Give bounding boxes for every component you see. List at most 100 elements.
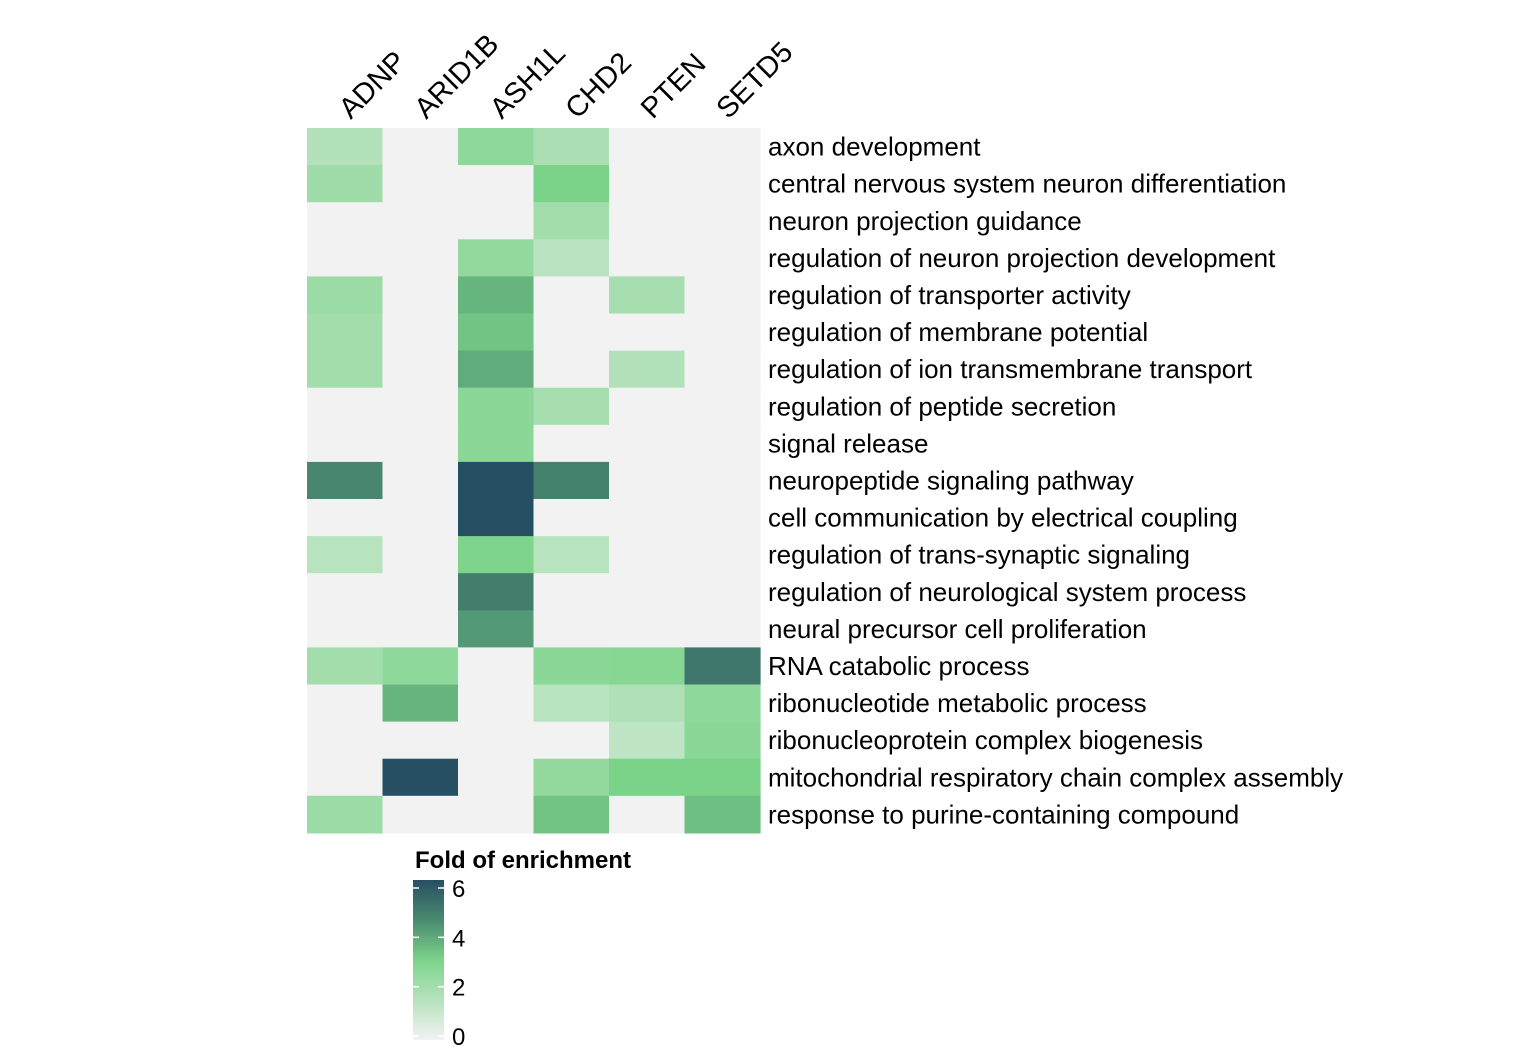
heatmap-cell <box>533 313 610 352</box>
heatmap-cell <box>684 721 761 760</box>
heatmap-cell <box>307 536 384 574</box>
heatmap-cell <box>533 684 610 723</box>
heatmap-cell <box>458 573 535 611</box>
heatmap-cell <box>684 239 761 277</box>
colorbar-gradient <box>413 880 444 1040</box>
heatmap-cell <box>609 721 686 760</box>
colorbar-tick-label: 6 <box>452 876 465 903</box>
heatmap-cell <box>382 350 459 389</box>
row-label: neural precursor cell proliferation <box>768 614 1147 644</box>
heatmap-cell <box>458 424 535 463</box>
heatmap-cell <box>684 128 761 166</box>
heatmap-cell <box>458 461 535 500</box>
heatmap-cell <box>307 758 384 797</box>
colorbar-legend: Fold of enrichment 0 2 4 6 <box>413 847 631 1051</box>
heatmap-cell <box>533 647 610 686</box>
heatmap-cell <box>609 239 686 277</box>
column-label: CHD2 <box>560 46 638 124</box>
heatmap-cell <box>533 721 610 760</box>
heatmap-cell <box>307 239 384 277</box>
heatmap-cell <box>307 276 384 315</box>
column-label: PTEN <box>635 48 712 125</box>
heatmap-cell <box>307 313 384 352</box>
row-label: regulation of neurological system proces… <box>768 577 1246 607</box>
heatmap-cell <box>609 536 686 574</box>
heatmap-cell <box>458 721 535 760</box>
heatmap-cell <box>609 461 686 500</box>
heatmap-cell <box>307 721 384 760</box>
heatmap-cell <box>382 610 459 648</box>
heatmap-cell <box>382 202 459 240</box>
heatmap-cell <box>307 350 384 389</box>
heatmap-cell <box>609 276 686 315</box>
heatmap-cells <box>307 128 761 834</box>
colorbar-ticks: 0 2 4 6 <box>413 876 465 1051</box>
heatmap-cell <box>684 610 761 648</box>
heatmap-cell <box>382 128 459 166</box>
heatmap-cell <box>382 795 459 834</box>
column-label: SETD5 <box>711 36 800 125</box>
heatmap-cell <box>458 202 535 240</box>
row-label: ribonucleotide metabolic process <box>768 688 1147 718</box>
heatmap-cell <box>533 239 610 277</box>
heatmap-cell <box>533 202 610 240</box>
heatmap-cell <box>533 461 610 500</box>
heatmap-cell <box>458 165 535 203</box>
heatmap-cell <box>307 795 384 834</box>
heatmap-cell <box>458 758 535 797</box>
heatmap-cell <box>382 758 459 797</box>
row-label: response to purine-containing compound <box>768 799 1239 829</box>
colorbar-title: Fold of enrichment <box>415 847 631 874</box>
heatmap-cell <box>684 499 761 537</box>
heatmap-cell <box>609 350 686 389</box>
heatmap-cell <box>684 276 761 315</box>
heatmap-cell <box>533 387 610 426</box>
row-label: regulation of ion transmembrane transpor… <box>768 354 1253 384</box>
heatmap-cell <box>307 573 384 611</box>
heatmap-cell <box>533 424 610 463</box>
heatmap-cell <box>533 573 610 611</box>
row-label: cell communication by electrical couplin… <box>768 503 1238 533</box>
heatmap-cell <box>609 795 686 834</box>
heatmap-cell <box>609 573 686 611</box>
heatmap-cell <box>382 387 459 426</box>
heatmap-cell <box>382 165 459 203</box>
row-label: regulation of transporter activity <box>768 280 1131 310</box>
heatmap-cell <box>684 461 761 500</box>
heatmap-cell <box>609 202 686 240</box>
row-label: signal release <box>768 428 928 458</box>
heatmap-cell <box>382 239 459 277</box>
row-label: regulation of neuron projection developm… <box>768 243 1276 273</box>
heatmap-cell <box>609 758 686 797</box>
heatmap-cell <box>307 610 384 648</box>
heatmap-cell <box>533 165 610 203</box>
heatmap-cell <box>307 647 384 686</box>
heatmap-cell <box>307 165 384 203</box>
heatmap-cell <box>609 128 686 166</box>
column-label: ARID1B <box>409 28 506 125</box>
heatmap-cell <box>684 202 761 240</box>
heatmap-cell <box>458 239 535 277</box>
heatmap-cell <box>533 350 610 389</box>
row-label: neuropeptide signaling pathway <box>768 465 1134 495</box>
heatmap-cell <box>382 721 459 760</box>
heatmap-cell <box>307 202 384 240</box>
heatmap-cell <box>307 387 384 426</box>
heatmap-cell <box>533 276 610 315</box>
heatmap-cell <box>533 758 610 797</box>
heatmap-cell <box>684 647 761 686</box>
heatmap-cell <box>684 165 761 203</box>
column-label: ADNP <box>333 45 413 125</box>
heatmap-cell <box>382 499 459 537</box>
heatmap-cell <box>458 499 535 537</box>
heatmap-cell <box>382 461 459 500</box>
heatmap-cell <box>684 573 761 611</box>
row-labels: axon development central nervous system n… <box>768 132 1343 830</box>
heatmap-cell <box>382 424 459 463</box>
heatmap-cell <box>609 499 686 537</box>
colorbar-tick-label: 4 <box>452 925 465 952</box>
heatmap-cell <box>684 758 761 797</box>
heatmap-cell <box>609 424 686 463</box>
